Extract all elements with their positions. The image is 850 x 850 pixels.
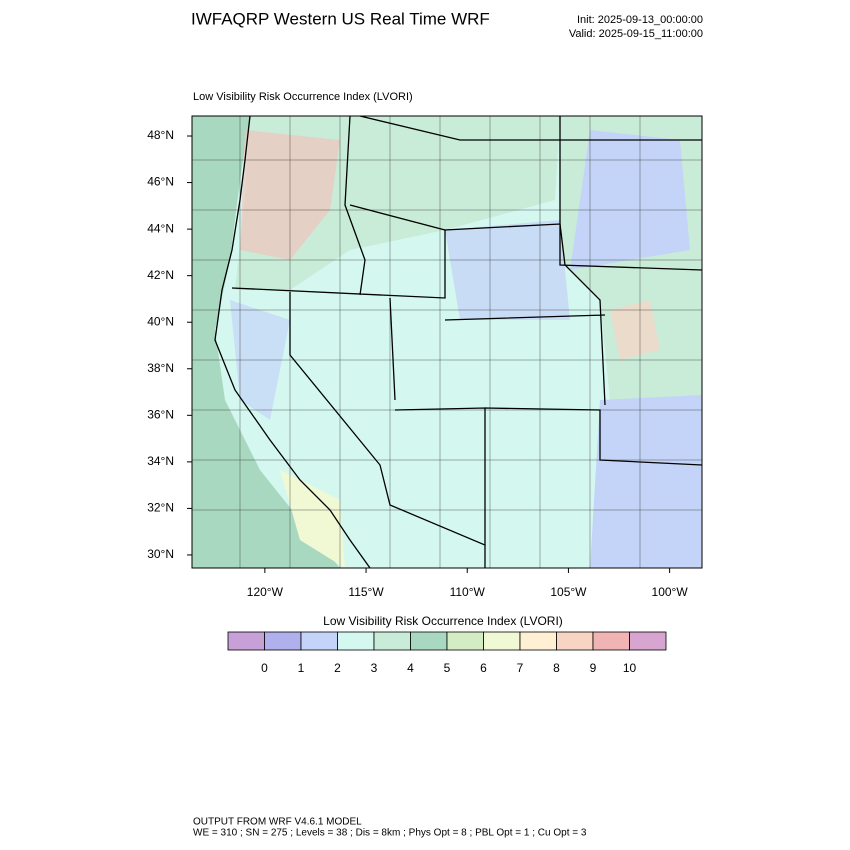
map-frame xyxy=(191,115,703,569)
y-tick-label: 30°N xyxy=(147,547,174,561)
colorbar-box xyxy=(337,631,375,651)
colorbar-box xyxy=(556,631,594,651)
colorbar-box xyxy=(373,631,411,651)
y-tick-label: 34°N xyxy=(147,454,174,468)
footer-line: WE = 310 ; SN = 275 ; Levels = 38 ; Dis … xyxy=(193,828,587,839)
colorbar-box xyxy=(227,631,265,651)
colorbar-box xyxy=(300,631,338,651)
y-tick-label: 36°N xyxy=(147,407,174,421)
x-tick-label: 120°W xyxy=(247,585,284,599)
colorbar-box xyxy=(483,631,521,651)
colorbar-box xyxy=(446,631,484,651)
x-tick-label: 100°W xyxy=(652,585,689,599)
colorbar-label: 4 xyxy=(407,661,414,675)
y-tick-label: 40°N xyxy=(147,314,174,328)
y-tick-label: 32°N xyxy=(147,501,174,515)
y-tick-label: 48°N xyxy=(147,128,174,142)
state-borders xyxy=(214,116,702,568)
colorbar-label: 7 xyxy=(517,661,524,675)
map-subtitle: Low Visibility Risk Occurrence Index (LV… xyxy=(193,91,413,103)
y-tick-label: 42°N xyxy=(147,268,174,282)
colorbar-label: 5 xyxy=(444,661,451,675)
x-tick-label: 110°W xyxy=(450,585,486,599)
y-tick-label: 38°N xyxy=(147,361,174,375)
colorbar-box xyxy=(592,631,630,651)
colorbar-label: 9 xyxy=(590,661,597,675)
axis-ticks: 120°W 115°W 110°W 105°W 100°W 30°N 32°N 34°N 36°… xyxy=(147,128,688,599)
init-time: Init: 2025-09-13_00:00:00 xyxy=(577,14,703,26)
x-tick-label: 105°W xyxy=(550,585,587,599)
colorbar-label: 1 xyxy=(298,661,305,675)
colorbar-label: 6 xyxy=(480,661,487,675)
title: IWFAQRP Western US Real Time WRF xyxy=(191,9,490,28)
colorbar: 0 1 2 3 4 5 6 7 8 9 10 xyxy=(227,631,667,675)
map-field xyxy=(192,116,702,568)
colorbar-box xyxy=(519,631,557,651)
colorbar-label: 3 xyxy=(371,661,378,675)
y-tick-label: 44°N xyxy=(147,221,174,235)
colorbar-label: 8 xyxy=(553,661,560,675)
colorbar-label: 0 xyxy=(261,661,268,675)
colorbar-box xyxy=(629,631,667,651)
footer-line: OUTPUT FROM WRF V4.6.1 MODEL xyxy=(193,817,362,828)
valid-time: Valid: 2025-09-15_11:00:00 xyxy=(569,28,703,40)
colorbar-title: Low Visibility Risk Occurrence Index (LV… xyxy=(323,614,563,628)
colorbar-label: 2 xyxy=(334,661,341,675)
colorbar-box xyxy=(264,631,302,651)
colorbar-box xyxy=(410,631,448,651)
colorbar-label: 10 xyxy=(623,661,637,675)
x-tick-label: 115°W xyxy=(348,585,384,599)
y-tick-label: 46°N xyxy=(147,175,174,189)
